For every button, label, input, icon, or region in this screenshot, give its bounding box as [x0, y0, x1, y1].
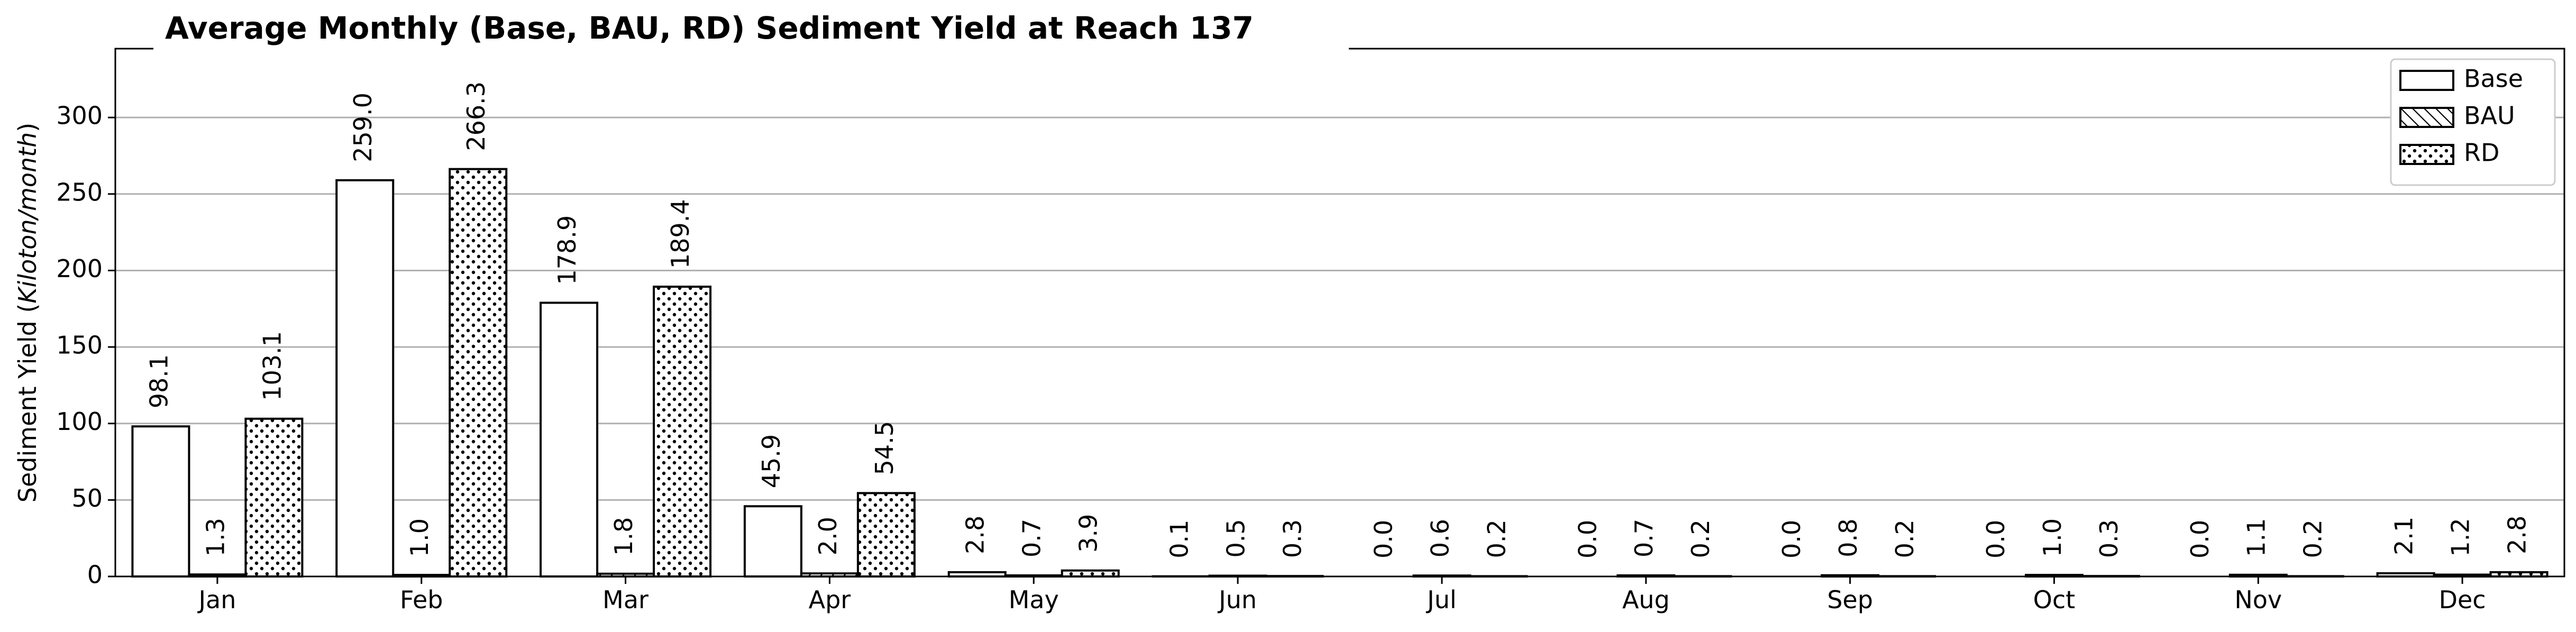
title-background: [153, 42, 1349, 55]
x-axis: Jan Feb Mar Apr May Jun Jul Aug Sep Oct Nov Dec: [197, 576, 2486, 614]
bar-label-base-feb: 259.0: [349, 93, 377, 162]
bar-label-base-jan: 98.1: [144, 354, 173, 408]
y-axis-label-unit: Kiloton/month: [13, 132, 42, 304]
legend-swatch-rd: [2399, 144, 2454, 165]
bar-rd-mar: [653, 286, 712, 578]
bar-label-bau-jul: 0.6: [1426, 519, 1454, 557]
bar-label-rd-sep: 0.2: [1890, 519, 1919, 558]
bar-value-labels: 98.1 1.3 103.1 259.0 1.0 266.3 178.9 1.8 189.4 45…: [144, 81, 2531, 558]
bars: [131, 168, 2548, 578]
bar-label-base-aug: 0.0: [1573, 520, 1602, 558]
bar-rd-may: [1061, 569, 1120, 578]
y-tick-label-150: 150: [56, 331, 103, 360]
y-axis-label-prefix: Sediment Yield (: [13, 304, 42, 503]
bar-label-base-may: 2.8: [961, 516, 990, 554]
y-tick-label-100: 100: [56, 407, 103, 436]
x-tick-label-feb: Feb: [400, 585, 443, 614]
bar-label-bau-sep: 0.8: [1834, 519, 1862, 557]
x-tick-label-sep: Sep: [1827, 585, 1873, 614]
bar-label-base-mar: 178.9: [553, 215, 581, 285]
bar-label-bau-nov: 1.1: [2242, 518, 2271, 557]
legend-label-bau: BAU: [2464, 102, 2515, 130]
bar-label-rd-mar: 189.4: [666, 199, 695, 269]
bar-base-jan: [131, 425, 190, 578]
x-tick-label-apr: Apr: [809, 585, 851, 614]
x-tick-label-jul: Jul: [1426, 585, 1457, 614]
legend-swatch-bau: [2399, 107, 2454, 128]
x-tick-label-mar: Mar: [602, 585, 648, 614]
bar-label-bau-aug: 0.7: [1630, 519, 1658, 557]
legend-swatch-base: [2399, 70, 2454, 91]
bar-label-bau-dec: 1.2: [2446, 518, 2475, 556]
bar-label-rd-apr: 54.5: [870, 421, 899, 475]
bar-label-bau-may: 0.7: [1018, 519, 1046, 557]
legend-label-base: Base: [2464, 65, 2523, 93]
y-tick-label-300: 300: [56, 102, 103, 130]
bar-label-rd-feb: 266.3: [462, 81, 490, 151]
bar-base-feb: [335, 179, 395, 578]
bar-rd-apr: [856, 492, 916, 578]
bar-label-bau-feb: 1.0: [405, 518, 434, 557]
legend: Base BAU RD: [2390, 58, 2556, 186]
bar-label-bau-jan: 1.3: [201, 518, 230, 556]
bar-label-rd-jun: 0.3: [1278, 519, 1307, 558]
bar-label-bau-apr: 2.0: [814, 517, 842, 555]
bar-rd-feb: [449, 168, 508, 578]
x-tick-label-may: May: [1009, 585, 1059, 614]
y-axis-label: Sediment Yield (Kiloton/month): [13, 123, 42, 502]
bar-label-rd-may: 3.9: [1074, 514, 1103, 553]
y-axis: 0 50 100 150 200 250 300: [56, 102, 115, 589]
bar-label-base-apr: 45.9: [757, 434, 785, 488]
bar-label-base-sep: 0.0: [1777, 520, 1806, 558]
bar-label-base-dec: 2.1: [2390, 517, 2418, 555]
bar-rd-jan: [244, 417, 304, 578]
legend-label-rd: RD: [2464, 139, 2499, 167]
y-axis-label-suffix: ): [13, 123, 42, 132]
bar-label-base-nov: 0.0: [2186, 520, 2214, 558]
y-tick-label-0: 0: [87, 561, 103, 589]
bar-label-base-jul: 0.0: [1369, 520, 1397, 558]
bar-base-mar: [540, 301, 599, 578]
bar-label-rd-nov: 0.2: [2299, 519, 2327, 558]
bar-label-rd-jan: 103.1: [258, 331, 286, 401]
bar-label-bau-oct: 1.0: [2038, 518, 2067, 557]
y-tick-label-250: 250: [56, 178, 103, 206]
bar-label-rd-aug: 0.2: [1686, 519, 1715, 558]
bar-base-apr: [743, 505, 802, 578]
x-tick-label-jan: Jan: [197, 585, 236, 614]
y-tick-label-200: 200: [56, 254, 103, 283]
bar-label-base-oct: 0.0: [1981, 520, 2010, 558]
x-tick-label-aug: Aug: [1622, 585, 1670, 614]
bar-label-bau-mar: 1.8: [609, 517, 638, 556]
bar-label-rd-dec: 2.8: [2503, 516, 2532, 554]
chart-title: Average Monthly (Base, BAU, RD) Sediment…: [165, 10, 1254, 46]
bar-label-rd-jul: 0.2: [1482, 519, 1511, 558]
x-tick-label-nov: Nov: [2234, 585, 2282, 614]
x-tick-label-dec: Dec: [2439, 585, 2486, 614]
x-tick-label-jun: Jun: [1217, 585, 1257, 614]
bar-label-base-jun: 0.1: [1165, 520, 1194, 558]
y-gridlines: [115, 116, 2564, 501]
bar-label-rd-oct: 0.3: [2095, 519, 2123, 558]
y-tick-label-50: 50: [71, 484, 103, 512]
x-tick-label-oct: Oct: [2033, 585, 2076, 614]
bar-label-bau-jun: 0.5: [1222, 519, 1250, 557]
